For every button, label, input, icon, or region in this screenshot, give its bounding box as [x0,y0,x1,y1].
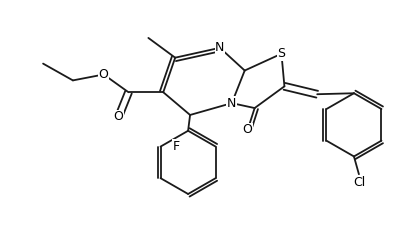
Text: N: N [227,97,236,110]
Text: F: F [173,140,180,153]
Text: O: O [99,68,109,81]
Text: N: N [215,41,225,54]
Text: O: O [114,110,124,124]
Text: Cl: Cl [353,176,365,189]
Text: S: S [278,47,286,60]
Text: O: O [243,123,252,136]
